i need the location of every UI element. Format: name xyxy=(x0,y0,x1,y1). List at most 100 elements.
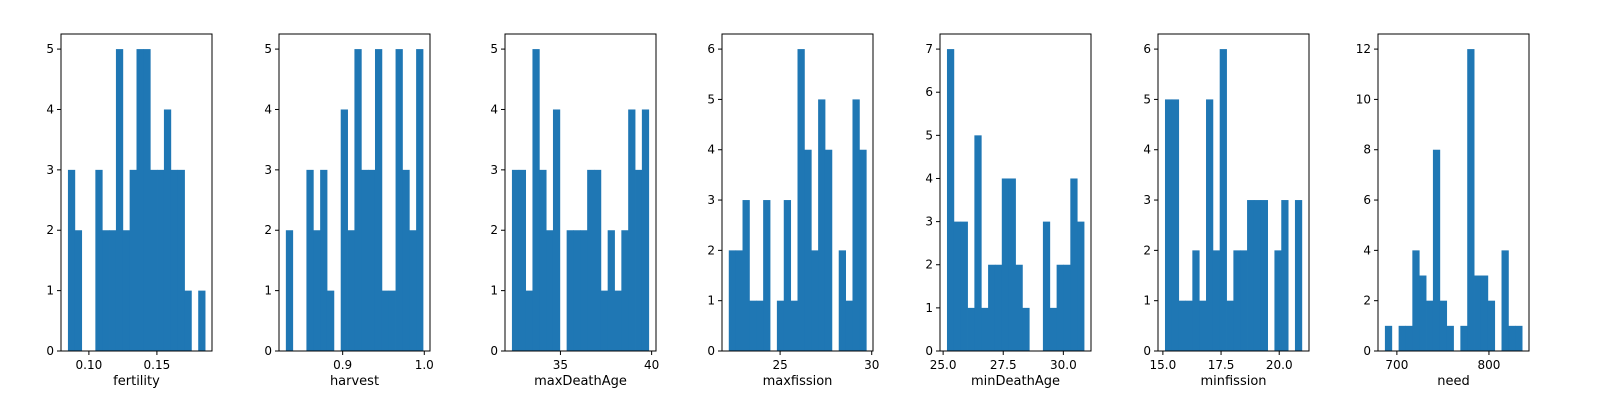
x-tick-label: 30.0 xyxy=(1050,358,1077,372)
axes-frame xyxy=(1157,33,1310,352)
histogram-bar xyxy=(306,169,314,351)
histogram-bar xyxy=(1508,325,1516,351)
histogram-bar xyxy=(1501,250,1509,351)
y-tick-label: 1 xyxy=(707,294,715,308)
histogram-bar xyxy=(409,230,417,351)
axes-frame xyxy=(504,33,657,352)
histogram-bar xyxy=(320,169,328,351)
histogram-bar xyxy=(614,290,622,351)
histogram-bar xyxy=(102,230,110,351)
x-tick-label: 0.15 xyxy=(144,358,171,372)
histogram-bar xyxy=(763,200,771,351)
histogram-panel-maxDeathAge: 0 1 2 3 4 5 35 40 maxDeathAge xyxy=(490,33,659,389)
y-tick-label: 6 xyxy=(707,42,715,56)
histogram-bar xyxy=(728,250,737,351)
y-tick-label: 3 xyxy=(46,163,54,177)
histogram-panel-minDeathAge: 0 1 2 3 4 5 6 7 25.0 27.5 30.0 minDeathAge xyxy=(925,33,1092,389)
histogram-panel-harvest: 0 1 2 3 4 5 0.9 1.0 harvest xyxy=(264,33,434,389)
histogram-bar xyxy=(511,169,520,351)
histogram-bar xyxy=(811,250,819,351)
histogram-bar xyxy=(285,230,294,351)
axes-frame xyxy=(60,33,213,352)
y-tick-label: 1 xyxy=(490,284,498,298)
y-tick-label: 3 xyxy=(264,163,272,177)
x-tick-label: 700 xyxy=(1385,358,1408,372)
histogram-bar xyxy=(1247,200,1255,351)
histogram-bar xyxy=(838,250,846,351)
histogram-bar xyxy=(136,49,144,351)
histogram-bar xyxy=(525,290,533,351)
y-tick-label: 5 xyxy=(1143,92,1151,106)
histogram-bar xyxy=(1206,99,1214,351)
histogram-bar xyxy=(566,230,574,351)
histogram-bar xyxy=(1432,149,1441,351)
x-tick-label: 20.0 xyxy=(1266,358,1293,372)
x-tick-label: 25 xyxy=(772,358,787,372)
histogram-bar xyxy=(1487,300,1496,351)
histogram-bar xyxy=(1164,99,1173,351)
x-tick-label: 35 xyxy=(553,358,568,372)
histogram-bar xyxy=(1474,275,1482,351)
y-tick-label: 0 xyxy=(1363,344,1371,358)
x-tick-label: 27.5 xyxy=(990,358,1017,372)
histogram-bar xyxy=(1426,300,1434,351)
histogram-bar xyxy=(170,169,179,351)
histogram-bar xyxy=(1274,250,1282,351)
histogram-bar xyxy=(573,230,581,351)
histogram-panel-maxfission: 0 1 2 3 4 5 6 25 30 maxfission xyxy=(707,33,879,389)
y-tick-label: 2 xyxy=(264,223,272,237)
histogram-bar xyxy=(1077,221,1085,351)
y-tick-label: 4 xyxy=(1363,243,1371,257)
histogram-bar xyxy=(1192,250,1200,351)
histogram-bar xyxy=(1049,307,1058,351)
histogram-bar xyxy=(539,169,547,351)
histogram-bar xyxy=(967,307,975,351)
histogram-bar xyxy=(1070,178,1078,351)
histogram-bar xyxy=(326,290,335,351)
y-tick-label: 6 xyxy=(1143,42,1151,56)
y-tick-label: 4 xyxy=(490,102,498,116)
y-tick-label: 5 xyxy=(264,42,272,56)
histogram-bar xyxy=(804,149,812,351)
y-tick-label: 1 xyxy=(1143,294,1151,308)
histogram-bar xyxy=(95,169,103,351)
y-tick-label: 0 xyxy=(925,344,933,358)
histogram-bar xyxy=(587,169,595,351)
x-tick-label: 25.0 xyxy=(930,358,957,372)
histogram-bar xyxy=(735,250,743,351)
histogram-bar xyxy=(845,300,853,351)
y-tick-label: 2 xyxy=(707,243,715,257)
histogram-bar xyxy=(818,99,826,351)
y-tick-label: 4 xyxy=(1143,143,1151,157)
histogram-bar xyxy=(797,49,805,351)
x-tick-label: 1.0 xyxy=(415,358,434,372)
x-tick-label: 0.9 xyxy=(333,358,352,372)
histogram-bar xyxy=(368,169,376,351)
y-tick-label: 10 xyxy=(1356,92,1371,106)
histogram-bar xyxy=(109,230,117,351)
y-tick-label: 4 xyxy=(46,102,54,116)
x-tick-label: 15.0 xyxy=(1150,358,1177,372)
histogram-panel-fertility: 0 1 2 3 4 5 0.10 0.15 fertility xyxy=(46,33,213,389)
histogram-bar xyxy=(1022,307,1030,351)
histogram-bar xyxy=(1253,200,1262,351)
y-tick-label: 3 xyxy=(707,193,715,207)
x-tick-label: 17.5 xyxy=(1208,358,1235,372)
histogram-bar xyxy=(1008,178,1016,351)
histogram-bar xyxy=(1467,49,1475,351)
y-tick-label: 2 xyxy=(46,223,54,237)
axes-frame xyxy=(939,33,1092,352)
y-tick-label: 5 xyxy=(707,92,715,106)
y-tick-label: 8 xyxy=(1363,143,1371,157)
histogram-bar xyxy=(150,169,158,351)
histogram-bar xyxy=(1398,325,1406,351)
histogram-bar xyxy=(374,49,383,351)
histogram-bar xyxy=(1260,200,1268,351)
histogram-bar xyxy=(74,230,83,351)
histogram-bar xyxy=(143,49,151,351)
histogram-bar xyxy=(852,99,860,351)
histogram-bar xyxy=(395,49,403,351)
histogram-bar xyxy=(1412,250,1420,351)
histogram-bar xyxy=(1233,250,1241,351)
